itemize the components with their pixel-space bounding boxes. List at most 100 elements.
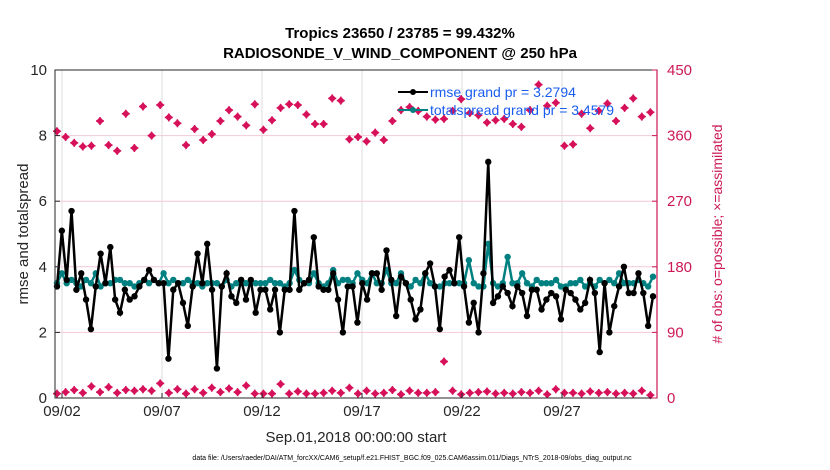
obs-cross bbox=[259, 389, 268, 398]
obs-cross bbox=[250, 389, 259, 398]
rmse-point bbox=[97, 250, 104, 257]
obs-top-marker bbox=[78, 142, 87, 151]
obs-cross bbox=[508, 119, 517, 128]
obs-cross bbox=[440, 114, 448, 123]
rmse-point bbox=[58, 227, 66, 234]
obs-top-marker bbox=[70, 138, 79, 147]
rmse-point bbox=[606, 329, 613, 336]
totalspread-point bbox=[116, 276, 124, 284]
obs-bottom-marker bbox=[491, 389, 500, 398]
legend-totalspread-marker bbox=[410, 107, 416, 113]
totalspread-point bbox=[276, 280, 284, 287]
rmse-point bbox=[131, 293, 138, 300]
rmse-point bbox=[141, 276, 148, 284]
x-tick-label: 09/07 bbox=[143, 403, 181, 420]
obs-bottom-marker bbox=[285, 389, 294, 398]
obs-cross bbox=[491, 116, 500, 125]
obs-top-marker bbox=[113, 146, 122, 155]
rmse-line bbox=[55, 161, 655, 369]
obs-cross bbox=[569, 388, 577, 397]
rmse-point bbox=[407, 296, 414, 303]
totalspread-point bbox=[194, 280, 201, 287]
rmse-point bbox=[121, 286, 129, 293]
totalspread-point bbox=[538, 280, 545, 287]
rmse-point bbox=[460, 283, 468, 290]
y-tick-label: 0 bbox=[39, 390, 47, 407]
obs-cross bbox=[414, 388, 423, 397]
obs-bottom-marker bbox=[130, 386, 139, 395]
rmse-point bbox=[581, 299, 589, 307]
totalspread-point bbox=[242, 280, 250, 287]
obs-cross bbox=[457, 390, 466, 399]
obs-bottom-marker bbox=[379, 388, 388, 397]
rmse-point bbox=[208, 286, 216, 293]
obs-bottom-marker bbox=[113, 388, 122, 397]
obs-bottom-marker bbox=[182, 389, 190, 398]
obs-top-marker bbox=[216, 117, 225, 126]
obs-cross bbox=[276, 380, 285, 389]
obs-cross bbox=[586, 387, 595, 396]
rmse-point bbox=[334, 296, 342, 303]
obs-cross bbox=[526, 106, 534, 115]
obs-bottom-marker bbox=[345, 383, 354, 392]
obs-bottom-marker bbox=[483, 387, 491, 396]
rmse-point bbox=[170, 286, 177, 293]
totalspread-point bbox=[145, 280, 153, 287]
rmse-point bbox=[281, 286, 288, 293]
obs-cross bbox=[293, 100, 302, 109]
obs-bottom-marker bbox=[440, 357, 448, 366]
obs-top-marker bbox=[526, 106, 534, 115]
rmse-point bbox=[344, 283, 351, 290]
totalspread-point bbox=[233, 280, 240, 287]
obs-cross bbox=[336, 96, 345, 105]
obs-cross bbox=[147, 131, 156, 140]
obs-cross bbox=[534, 80, 543, 89]
obs-cross bbox=[465, 388, 474, 397]
obs-cross bbox=[560, 141, 569, 150]
rmse-point bbox=[644, 322, 652, 330]
obs-bottom-marker bbox=[457, 390, 466, 399]
totalspread-point bbox=[271, 280, 279, 287]
rmse-point bbox=[300, 280, 308, 287]
obs-top-marker bbox=[53, 127, 61, 136]
obs-top-marker bbox=[586, 124, 595, 133]
obs-cross bbox=[311, 389, 319, 398]
rmse-point bbox=[567, 289, 574, 297]
rmse-point bbox=[499, 283, 506, 290]
obs-cross bbox=[130, 386, 139, 395]
obs-cross bbox=[328, 94, 337, 103]
obs-bottom-marker bbox=[534, 386, 543, 395]
rmse-point bbox=[392, 312, 400, 320]
obs-top-marker bbox=[311, 119, 319, 128]
obs-top-marker bbox=[96, 117, 104, 126]
obs-bottom-marker bbox=[551, 385, 560, 394]
rmse-point bbox=[179, 299, 187, 307]
rmse-point bbox=[480, 270, 487, 277]
obs-cross bbox=[302, 389, 311, 398]
obs-top-marker bbox=[61, 133, 70, 142]
totalspread-point bbox=[417, 280, 424, 287]
rmse-point bbox=[165, 355, 172, 362]
obs-cross bbox=[156, 100, 165, 109]
obs-top-marker bbox=[302, 110, 311, 119]
rmse-point bbox=[339, 329, 347, 336]
obs-cross bbox=[362, 386, 371, 395]
obs-cross bbox=[302, 110, 311, 119]
obs-cross bbox=[354, 389, 362, 398]
legend-rmse-marker bbox=[410, 89, 416, 95]
obs-top-marker bbox=[276, 103, 285, 112]
obs-bottom-marker bbox=[233, 388, 242, 397]
obs-cross bbox=[207, 383, 216, 392]
obs-cross bbox=[113, 388, 122, 397]
obs-cross bbox=[259, 125, 268, 134]
obs-cross bbox=[233, 388, 242, 397]
rmse-point bbox=[615, 283, 623, 290]
obs-cross bbox=[543, 390, 552, 399]
rmse-point bbox=[286, 286, 293, 293]
totalspread-point bbox=[552, 276, 560, 284]
totalspread-point bbox=[252, 280, 259, 287]
totalspread-point bbox=[126, 280, 133, 287]
obs-top-marker bbox=[534, 80, 543, 89]
obs-bottom-marker bbox=[156, 379, 165, 388]
obs-bottom-marker bbox=[517, 388, 526, 397]
